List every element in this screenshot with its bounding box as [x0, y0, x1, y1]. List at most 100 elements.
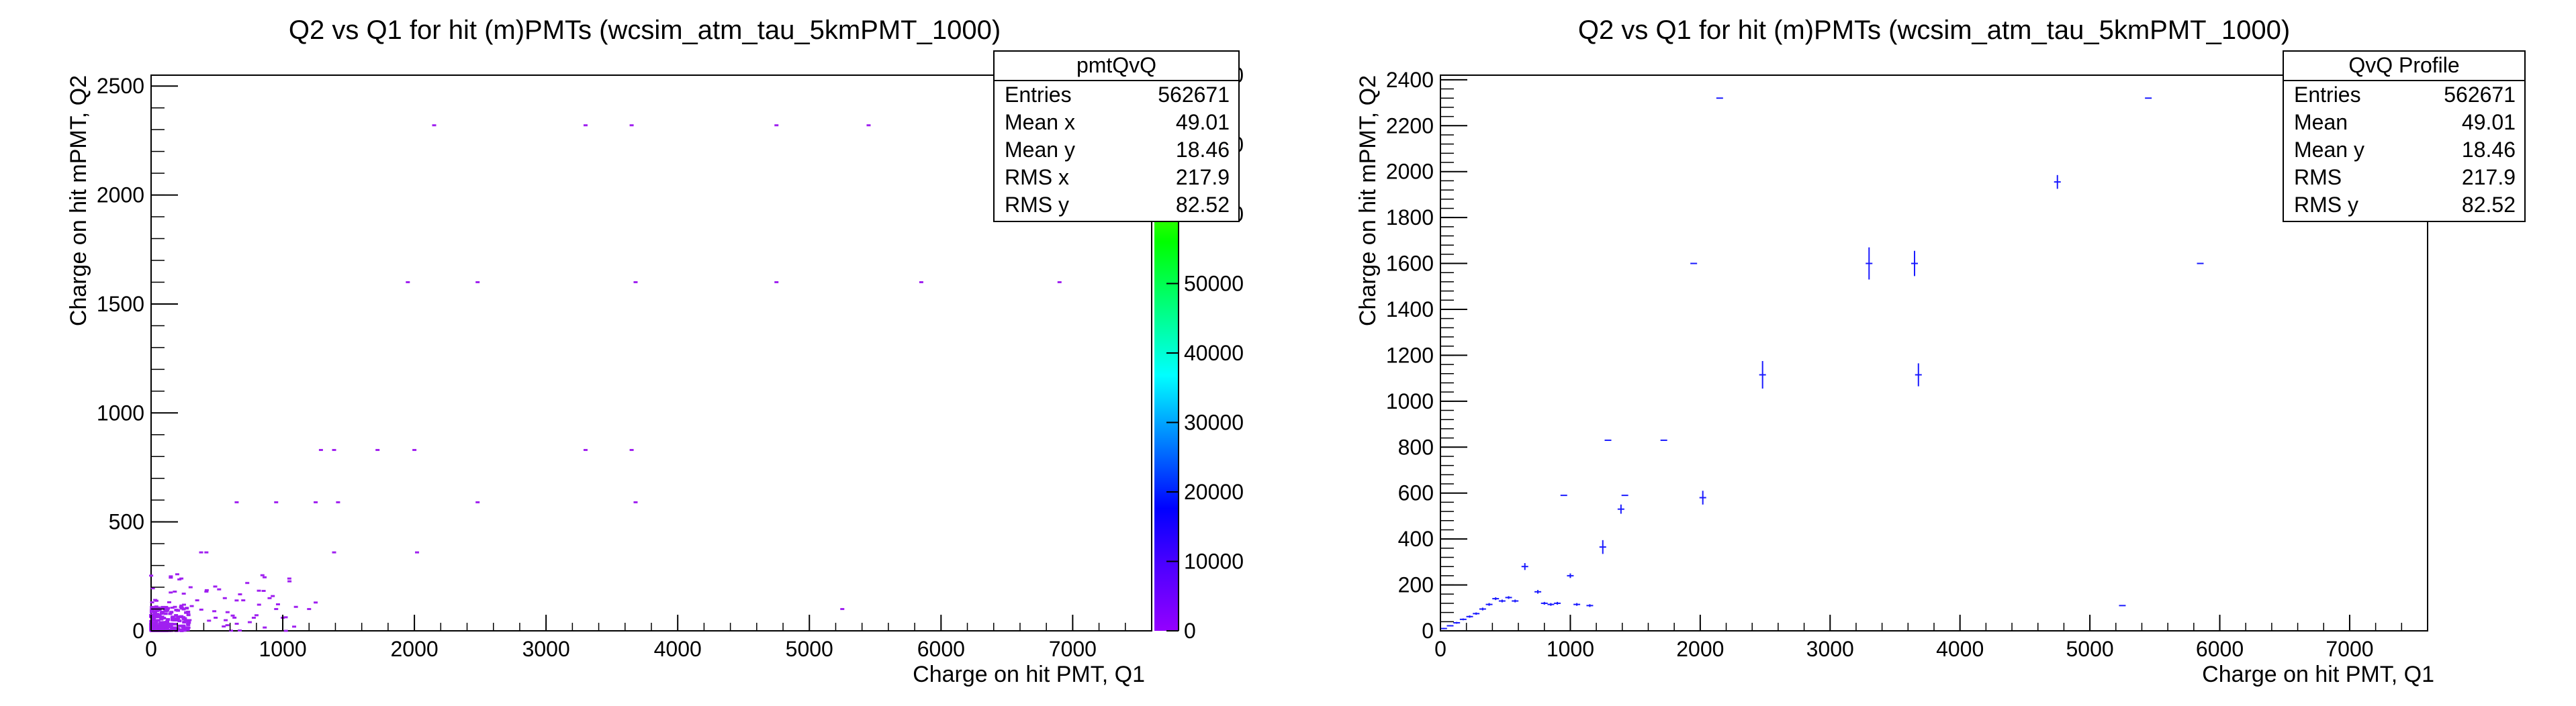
data-cell	[150, 587, 155, 590]
data-cell	[283, 616, 288, 619]
stats-label: Mean y	[1005, 138, 1075, 162]
data-cell	[271, 595, 275, 597]
data-cell	[287, 577, 291, 580]
y-tick-label: 1500	[97, 292, 144, 316]
data-cell	[257, 603, 261, 606]
data-cell	[274, 608, 279, 611]
x-axis: 0 1000 2000 3000 4000 5000 6000 7000	[145, 615, 1152, 661]
x-tick-label: 5000	[2066, 637, 2114, 661]
y-axis-label: Charge on hit mPMT, Q2	[1355, 75, 1381, 326]
data-cell	[170, 628, 175, 632]
data-cell	[182, 603, 187, 606]
data-cell	[160, 605, 165, 609]
data-cell	[159, 621, 164, 624]
data-cell	[214, 616, 218, 619]
data-cell	[774, 124, 779, 127]
y-tick-label: 2200	[1386, 113, 1434, 138]
data-cell	[173, 626, 177, 629]
chart-title: Q2 vs Q1 for hit (m)PMTs (wcsim_atm_tau_…	[1578, 15, 2290, 45]
colorbar-tick-label: 20000	[1184, 480, 1244, 504]
data-cell	[633, 501, 638, 503]
data-cell	[774, 281, 779, 283]
heatmap-panel: Q2 vs Q1 for hit (m)PMTs (wcsim_atm_tau_…	[66, 15, 1244, 687]
data-cell	[163, 612, 168, 615]
x-tick-label: 4000	[654, 637, 702, 661]
data-cell	[254, 614, 259, 617]
data-cell	[167, 624, 172, 627]
data-cell	[187, 619, 192, 621]
data-cell	[153, 621, 158, 625]
x-tick-label: 3000	[522, 637, 570, 661]
y-tick-label: 1200	[1386, 343, 1434, 367]
data-cell	[157, 615, 162, 617]
data-cell	[169, 623, 173, 625]
data-cell	[165, 620, 170, 623]
stats-value: 562671	[2444, 83, 2516, 107]
stats-value: 49.01	[2462, 110, 2516, 134]
y-axis-label: Charge on hit mPMT, Q2	[66, 75, 91, 326]
data-cell	[245, 582, 250, 585]
data-cell	[314, 501, 318, 503]
data-cell	[175, 617, 180, 620]
data-cell	[412, 448, 417, 451]
data-cell	[247, 621, 252, 623]
y-tick-label: 2000	[1386, 160, 1434, 184]
data-cell	[207, 619, 212, 622]
data-cell	[170, 607, 175, 609]
data-cell	[180, 624, 185, 627]
stats-label: Entries	[1005, 83, 1072, 107]
data-cell	[166, 628, 171, 632]
data-cell	[230, 614, 235, 617]
data-cell	[172, 619, 177, 622]
stats-label: RMS x	[1005, 165, 1069, 189]
data-cell	[241, 599, 246, 602]
data-cell	[162, 623, 167, 627]
data-cell	[166, 607, 171, 610]
stats-label: RMS y	[1005, 193, 1069, 217]
data-cell	[840, 608, 845, 611]
data-cell	[222, 625, 226, 627]
data-cell	[225, 611, 230, 613]
data-cell	[225, 624, 230, 627]
data-cell	[275, 603, 280, 605]
data-cell	[154, 605, 158, 608]
data-cell	[166, 618, 171, 621]
stats-value: 562671	[1158, 83, 1230, 107]
colorbar-tick-label: 10000	[1184, 550, 1244, 574]
data-cell	[217, 588, 222, 591]
data-cell	[169, 591, 173, 594]
data-cell	[234, 501, 239, 503]
x-tick-label: 1000	[1547, 637, 1594, 661]
y-tick-label: 500	[109, 510, 144, 534]
data-cell	[212, 610, 217, 613]
data-cell	[159, 617, 164, 620]
y-tick-label: 0	[132, 619, 144, 643]
y-tick-label: 1000	[97, 401, 144, 425]
data-cell	[183, 617, 187, 620]
data-cell	[158, 627, 163, 630]
data-layer	[149, 124, 1062, 632]
data-cell	[204, 591, 209, 593]
data-cell	[150, 623, 154, 627]
data-cell	[177, 615, 182, 618]
stats-background	[2283, 50, 2526, 222]
stats-value: 18.46	[2462, 138, 2516, 162]
data-cell	[583, 448, 588, 451]
data-cell	[152, 623, 157, 626]
x-tick-label: 7000	[1049, 637, 1097, 661]
data-cell	[173, 591, 177, 593]
data-cell	[150, 601, 154, 604]
data-cell	[169, 575, 173, 578]
data-cell	[153, 627, 158, 631]
data-cell	[307, 608, 312, 611]
x-tick-label: 3000	[1806, 637, 1854, 661]
data-cell	[257, 589, 261, 592]
data-cell	[314, 601, 318, 604]
data-cell	[629, 448, 634, 451]
data-cell	[234, 599, 239, 602]
data-cell	[583, 124, 588, 127]
data-cell	[213, 585, 218, 588]
data-cell	[224, 619, 228, 621]
stats-value: 82.52	[1176, 193, 1230, 217]
